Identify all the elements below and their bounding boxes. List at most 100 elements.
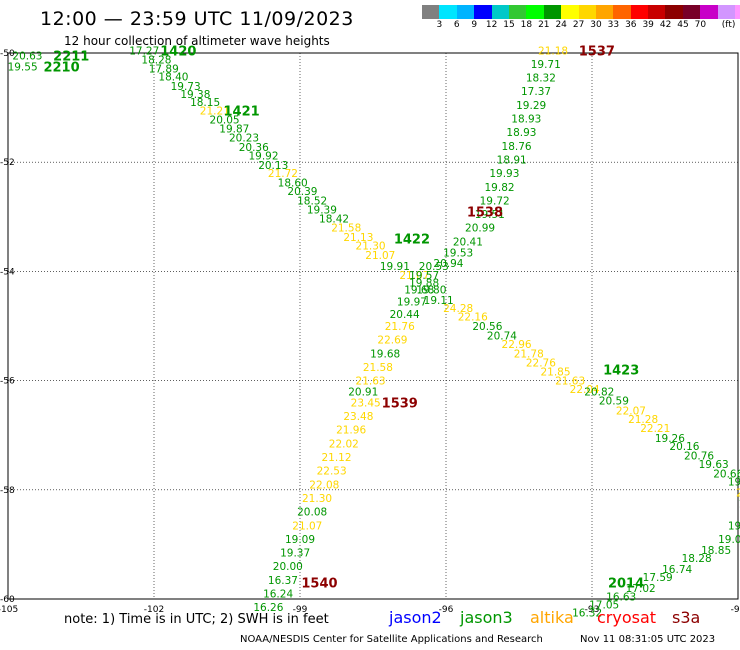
wave-reading: 19.11: [424, 295, 454, 307]
color-scale-bar: [422, 5, 740, 19]
wave-reading: 24.28: [443, 303, 473, 315]
wave-reading: 21.58: [363, 362, 393, 374]
wave-reading: 19.93: [489, 168, 519, 180]
pass-time-label: 2014: [608, 577, 644, 592]
x-tick-label: -102: [144, 605, 164, 615]
wave-reading: 18.93: [511, 114, 541, 126]
satellite-jason2: jason2: [389, 608, 442, 627]
y-tick-label: -60: [0, 595, 15, 605]
wave-reading: 21.18: [538, 45, 568, 57]
wave-reading: 22.08: [309, 479, 339, 491]
color-swatch: [630, 5, 649, 19]
scale-label: 15: [503, 20, 515, 30]
wave-reading: 21.58: [331, 223, 361, 235]
color-swatch: [595, 5, 614, 19]
wave-reading: 18.15: [190, 97, 220, 109]
wave-reading: 19.09: [285, 534, 315, 546]
wave-reading: 18.28: [682, 553, 712, 565]
wave-reading: 17.05: [589, 599, 619, 611]
scale-label: 39: [642, 20, 654, 30]
wave-reading: 19.71: [531, 59, 561, 71]
pass-time-label: 1421: [224, 104, 260, 119]
wave-reading: 16.32: [572, 608, 602, 620]
wave-reading: 20.00: [273, 561, 303, 573]
wave-reading: 17.89: [149, 63, 179, 75]
wave-reading: 21.1: [736, 488, 740, 500]
wave-reading: 20.23: [229, 133, 259, 145]
wave-reading: 19.01: [718, 534, 740, 546]
satellite-cryosat: cryosat: [597, 608, 657, 627]
color-swatch: [543, 5, 562, 19]
wave-reading: 21.63: [555, 376, 585, 388]
wave-reading: 20.94: [433, 258, 463, 270]
generated-timestamp: Nov 11 08:31:05 UTC 2023: [580, 634, 716, 645]
scale-label: 9: [471, 20, 478, 30]
wave-reading: 21.12: [321, 452, 351, 464]
wave-reading: 20.76: [684, 450, 714, 462]
wave-reading: 19.37: [280, 548, 310, 560]
wave-reading: 20.63: [12, 51, 42, 63]
wave-reading: 21.78: [514, 348, 544, 360]
wave-reading: 19.88: [409, 277, 439, 289]
wave-reading: 20.99: [465, 223, 495, 235]
wave-reading: 16.24: [263, 589, 293, 601]
wave-reading: 22.02: [329, 438, 359, 450]
wave-reading: 20.82: [584, 387, 614, 399]
wave-reading: 19.53: [443, 247, 473, 259]
wave-reading: 20.74: [487, 330, 517, 342]
color-swatch: [613, 5, 631, 19]
wave-reading: 19.51: [475, 209, 505, 221]
scale-label: 45: [677, 20, 689, 30]
wave-reading: 17.02: [626, 583, 656, 595]
wave-reading: 20.36: [239, 142, 269, 154]
color-swatch: [508, 5, 527, 19]
color-swatch: [422, 5, 440, 19]
wave-reading: 19.63: [699, 459, 729, 471]
wave-reading: 21.30: [356, 241, 386, 253]
pass-time-label: 2210: [43, 61, 79, 76]
scale-label: 30: [590, 20, 602, 30]
wave-reading: 23.45: [351, 397, 381, 409]
wave-reading: 17.27: [129, 45, 159, 57]
wave-reading: 19.82: [485, 182, 515, 194]
scale-label: 27: [572, 20, 585, 30]
map-frame: [7, 52, 739, 600]
y-tick-label: -56: [0, 377, 15, 387]
wave-reading: 20.44: [390, 309, 420, 321]
wave-reading: 21.13: [343, 232, 373, 244]
y-tick-label: -54: [0, 267, 15, 277]
scale-label: 33: [607, 20, 620, 30]
x-tick-label: -99: [293, 605, 308, 615]
color-swatch: [578, 5, 596, 19]
scale-label: 24: [555, 20, 567, 30]
wave-readings: 20.6319.5517.2718.2817.8918.4019.7319.38…: [8, 45, 740, 619]
wave-reading: 21.07: [365, 250, 395, 262]
y-tick-label: -52: [0, 158, 15, 168]
scale-label: 6: [453, 20, 460, 30]
wave-reading: 21.85: [540, 366, 570, 378]
wave-reading: 18.93: [506, 127, 536, 139]
wave-reading: 19.68: [404, 284, 434, 296]
wave-reading: 18.42: [319, 213, 349, 225]
x-tick-label: -93: [585, 605, 600, 615]
color-swatch: [439, 5, 457, 19]
wave-reading: 18.91: [497, 154, 527, 166]
pass-time-label: 1422: [394, 233, 430, 248]
wave-reading: 22.53: [317, 466, 347, 478]
wave-reading: 19.29: [516, 100, 546, 112]
pass-time-label: 2211: [53, 50, 89, 65]
wave-reading: 22.04: [570, 384, 600, 396]
scale-label: 70: [694, 20, 707, 30]
wave-reading: 21.76: [385, 321, 415, 333]
wave-reading: 19.92: [248, 151, 278, 163]
wave-reading: 19.26: [655, 433, 685, 445]
color-swatch: [491, 5, 509, 19]
pass-time-label: 1540: [301, 577, 337, 592]
wave-reading: 20.13: [258, 160, 288, 172]
map-title: 12:00 — 23:59 UTC 11/09/2023: [40, 8, 354, 30]
map-grid: [8, 53, 738, 599]
color-swatch: [717, 5, 736, 19]
scale-label: 18: [520, 20, 533, 30]
scale-unit: (ft): [721, 20, 736, 30]
